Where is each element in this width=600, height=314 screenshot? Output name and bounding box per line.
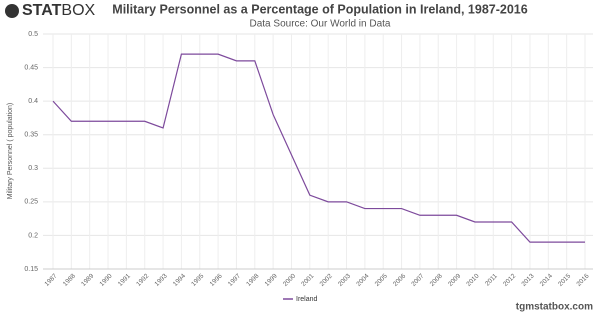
x-tick-label: 1992 [135, 272, 150, 287]
x-tick-label: 2000 [282, 272, 297, 287]
y-tick-label: 0.3 [28, 165, 38, 172]
x-tick-label: 1988 [62, 272, 77, 287]
y-tick-label: 0.5 [28, 31, 38, 38]
y-tick-label: 0.4 [28, 98, 38, 105]
footer: tgmstatbox.com [516, 302, 593, 313]
x-tick-label: 1994 [172, 272, 187, 287]
chart-title: Military Personnel as a Percentage of Po… [112, 2, 527, 16]
x-tick-label: 2009 [447, 272, 462, 287]
x-tick-label: 2014 [539, 272, 554, 287]
x-tick-label: 2015 [557, 272, 572, 287]
logo: STATBOX [22, 2, 96, 19]
x-tick-label: 1989 [80, 272, 95, 287]
x-tick-label: 1998 [245, 272, 260, 287]
y-tick-label: 0.2 [28, 232, 38, 239]
x-tick-label: 1999 [264, 272, 279, 287]
x-tick-label: 2006 [392, 272, 407, 287]
x-tick-label: 1995 [190, 272, 205, 287]
x-tick-label: 2004 [355, 272, 370, 287]
x-tick-label: 2016 [575, 272, 590, 287]
logo-bold: STAT [22, 2, 62, 19]
x-tick-label: 2005 [374, 272, 389, 287]
x-tick-label: 1993 [154, 272, 169, 287]
x-tick-label: 2011 [484, 272, 499, 287]
x-tick-label: 2002 [319, 272, 334, 287]
data-line [52, 53, 585, 243]
x-tick-label: 1996 [209, 272, 224, 287]
x-tick-label: 2012 [502, 272, 517, 287]
x-tick-label: 2001 [300, 272, 315, 287]
x-tick-label: 2003 [337, 272, 352, 287]
chart-subtitle: Data Source: Our World in Data [250, 19, 391, 30]
y-tick-label: 0.25 [24, 199, 38, 206]
x-tick-label: 1997 [227, 272, 242, 287]
y-tick-label: 0.15 [24, 266, 38, 273]
y-axis-label: Military Personnel ( population) [7, 103, 14, 200]
legend-label: Ireland [296, 296, 318, 303]
x-tick-label: 1990 [98, 272, 113, 287]
y-tick-label: 0.45 [24, 64, 38, 71]
x-tick-label: 1991 [117, 272, 132, 287]
logo-light: BOX [61, 2, 95, 19]
y-tick-label: 0.35 [24, 132, 38, 139]
x-tick-label: 1987 [43, 272, 58, 287]
x-tick-label: 2013 [520, 272, 535, 287]
x-tick-label: 2007 [410, 272, 425, 287]
x-tick-label: 2010 [465, 272, 480, 287]
logo-icon [5, 4, 19, 18]
x-tick-label: 2008 [429, 272, 444, 287]
